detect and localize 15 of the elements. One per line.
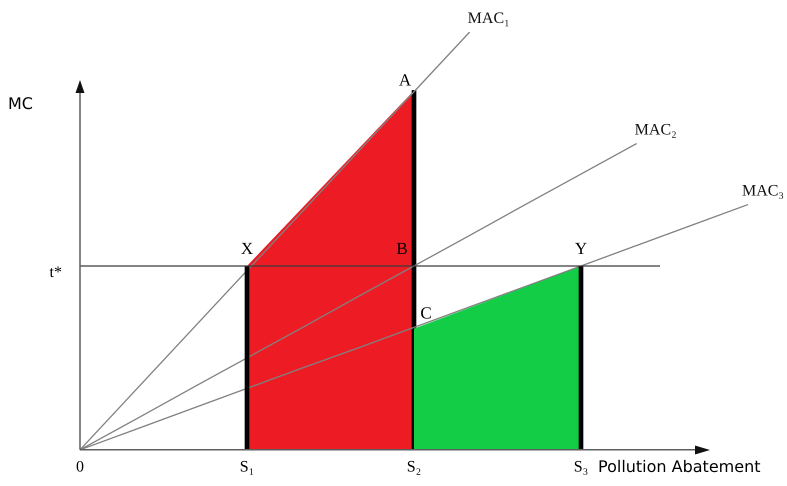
x-axis-title: Pollution Abatement xyxy=(598,456,760,476)
x-tick-label: S₃ xyxy=(574,458,588,476)
annotation: X xyxy=(240,238,254,258)
series-label: MAC₁ xyxy=(468,10,510,27)
annotation: Y xyxy=(574,238,588,258)
x-tick-label: 0 xyxy=(76,458,84,476)
series-label: MAC₂ xyxy=(634,122,677,139)
annotation: A xyxy=(398,70,412,90)
x-tick-label: S₂ xyxy=(406,458,422,476)
y-axis-title: MC xyxy=(8,94,33,113)
annotation: C xyxy=(420,304,432,323)
annotation: B xyxy=(396,238,408,258)
x-tick-label: S₁ xyxy=(240,458,254,476)
series-label: MAC₃ xyxy=(742,182,784,200)
ref-line-label: t* xyxy=(50,264,62,281)
